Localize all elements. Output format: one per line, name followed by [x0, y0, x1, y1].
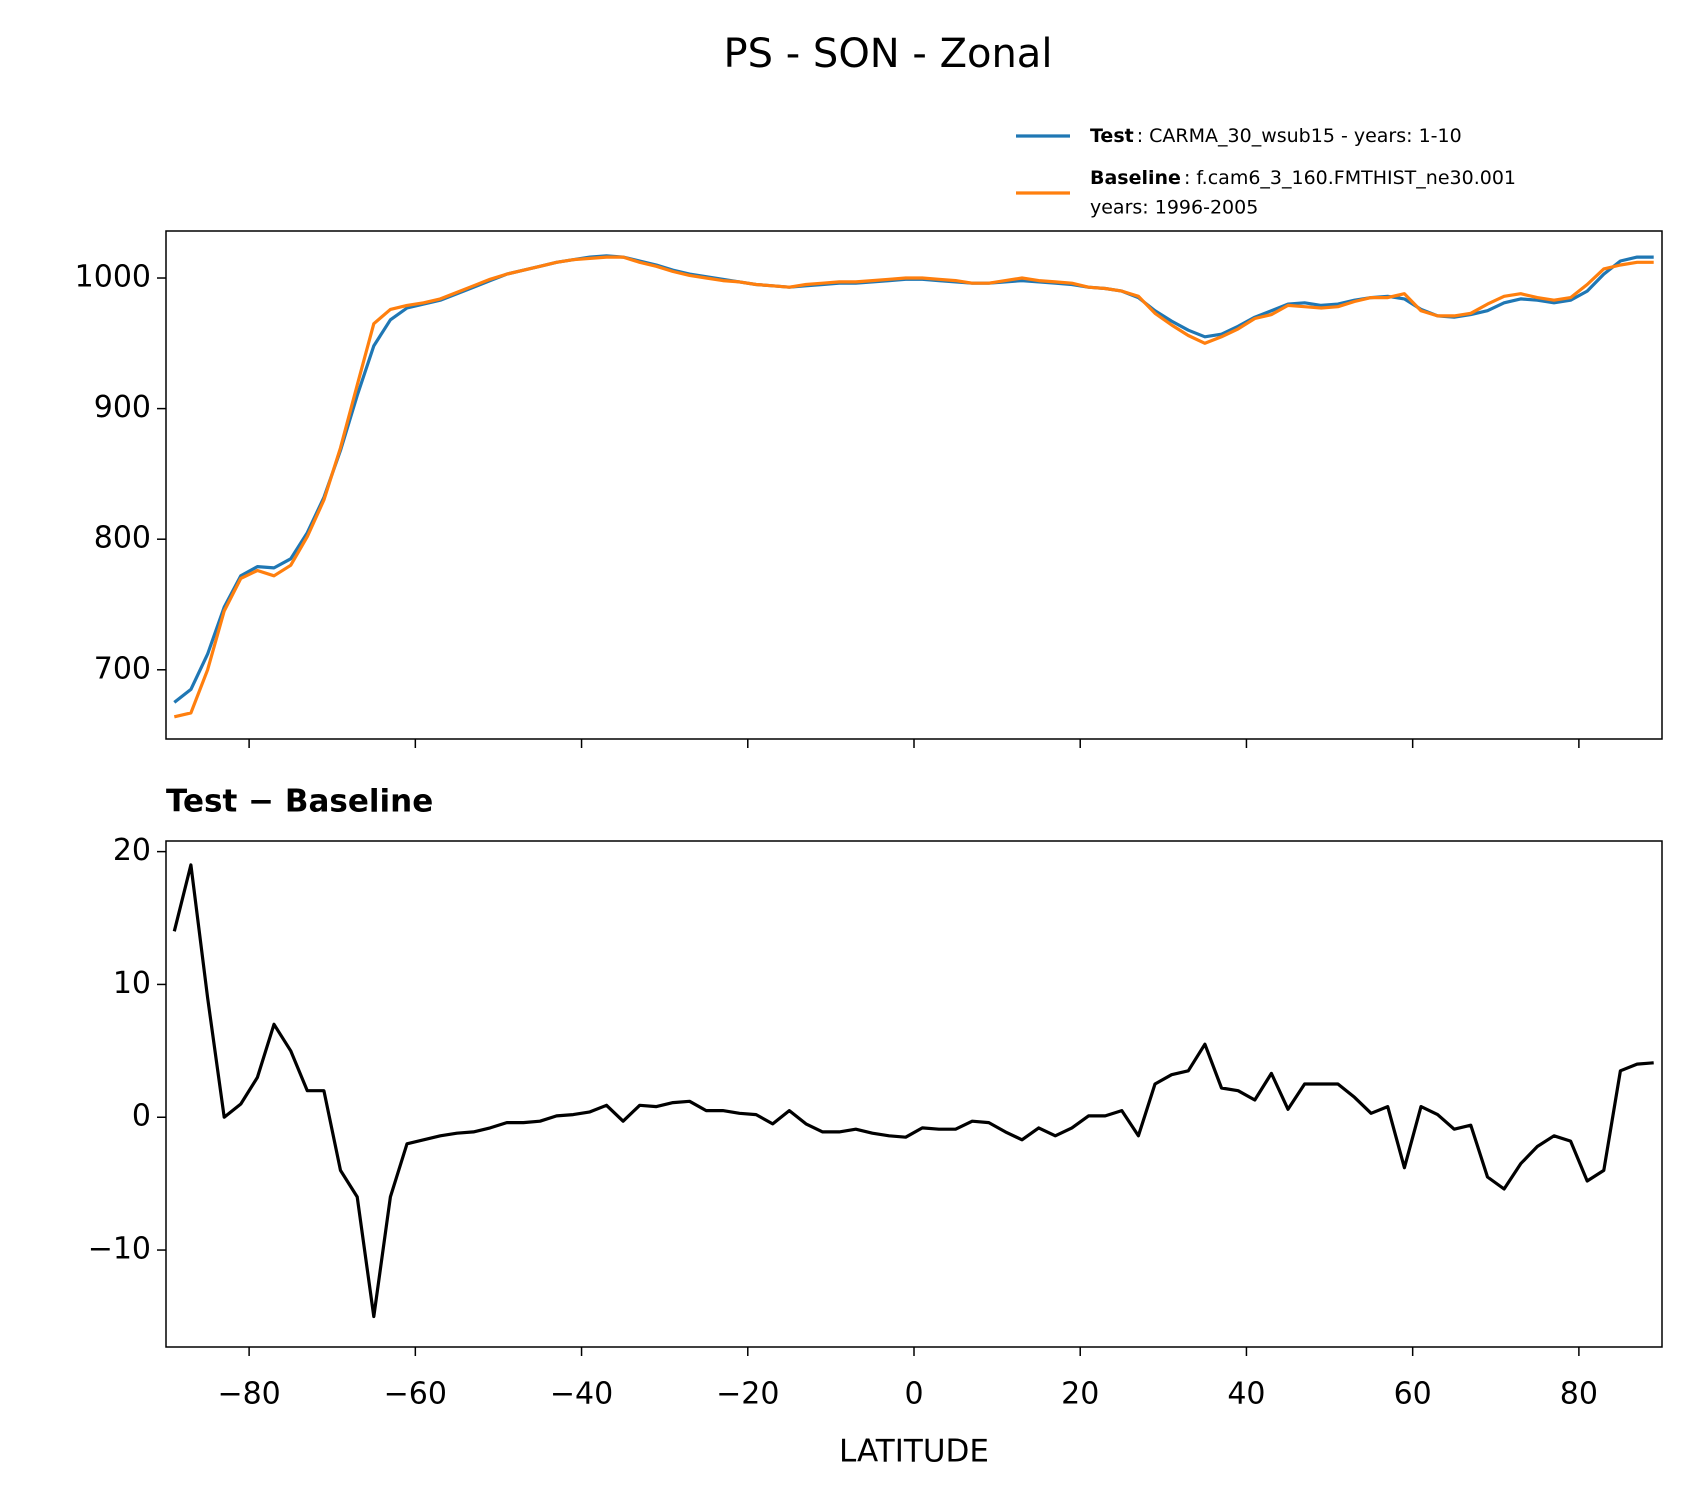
y-tick-label: 700: [94, 651, 151, 686]
x-tick-label: 0: [904, 1377, 923, 1412]
legend-description: : f.cam6_3_160.FMTHIST_ne30.001: [1184, 167, 1516, 189]
y-tick-label: 900: [94, 390, 151, 425]
x-tick-label: 20: [1061, 1377, 1099, 1412]
x-tick-label: −80: [217, 1377, 280, 1412]
figure-title: PS - SON - Zonal: [724, 31, 1053, 77]
x-tick-label: −40: [550, 1377, 613, 1412]
legend-label: Baseline: f.cam6_3_160.FMTHIST_ne30.001: [1090, 167, 1516, 189]
y-tick-label: 10: [113, 966, 151, 1001]
subplot-title: Test − Baseline: [166, 784, 433, 820]
legend-name: Baseline: [1090, 167, 1181, 189]
x-tick-label: −20: [716, 1377, 779, 1412]
legend-description: years: 1996-2005: [1090, 197, 1258, 219]
legend-description: : CARMA_30_wsub15 - years: 1-10: [1137, 125, 1462, 147]
axes-frame: [165, 840, 1663, 1348]
data-line: [173, 255, 1654, 719]
legend-label: Test: CARMA_30_wsub15 - years: 1-10: [1090, 125, 1462, 147]
y-tick-label: −10: [88, 1232, 151, 1267]
y-tick-label: 1000: [75, 260, 151, 295]
x-tick-label: 60: [1394, 1377, 1432, 1412]
x-axis-label: LATITUDE: [839, 1434, 989, 1470]
y-tick-label: 20: [113, 833, 151, 868]
x-tick-label: 40: [1227, 1377, 1265, 1412]
x-tick-label: −60: [384, 1377, 447, 1412]
x-tick-label: 80: [1560, 1377, 1598, 1412]
y-tick-label: 800: [94, 521, 151, 556]
y-tick-label: 0: [132, 1099, 151, 1134]
axes-frame: [165, 230, 1663, 740]
data-line: [172, 863, 1654, 1319]
legend-name: Test: [1090, 125, 1134, 147]
